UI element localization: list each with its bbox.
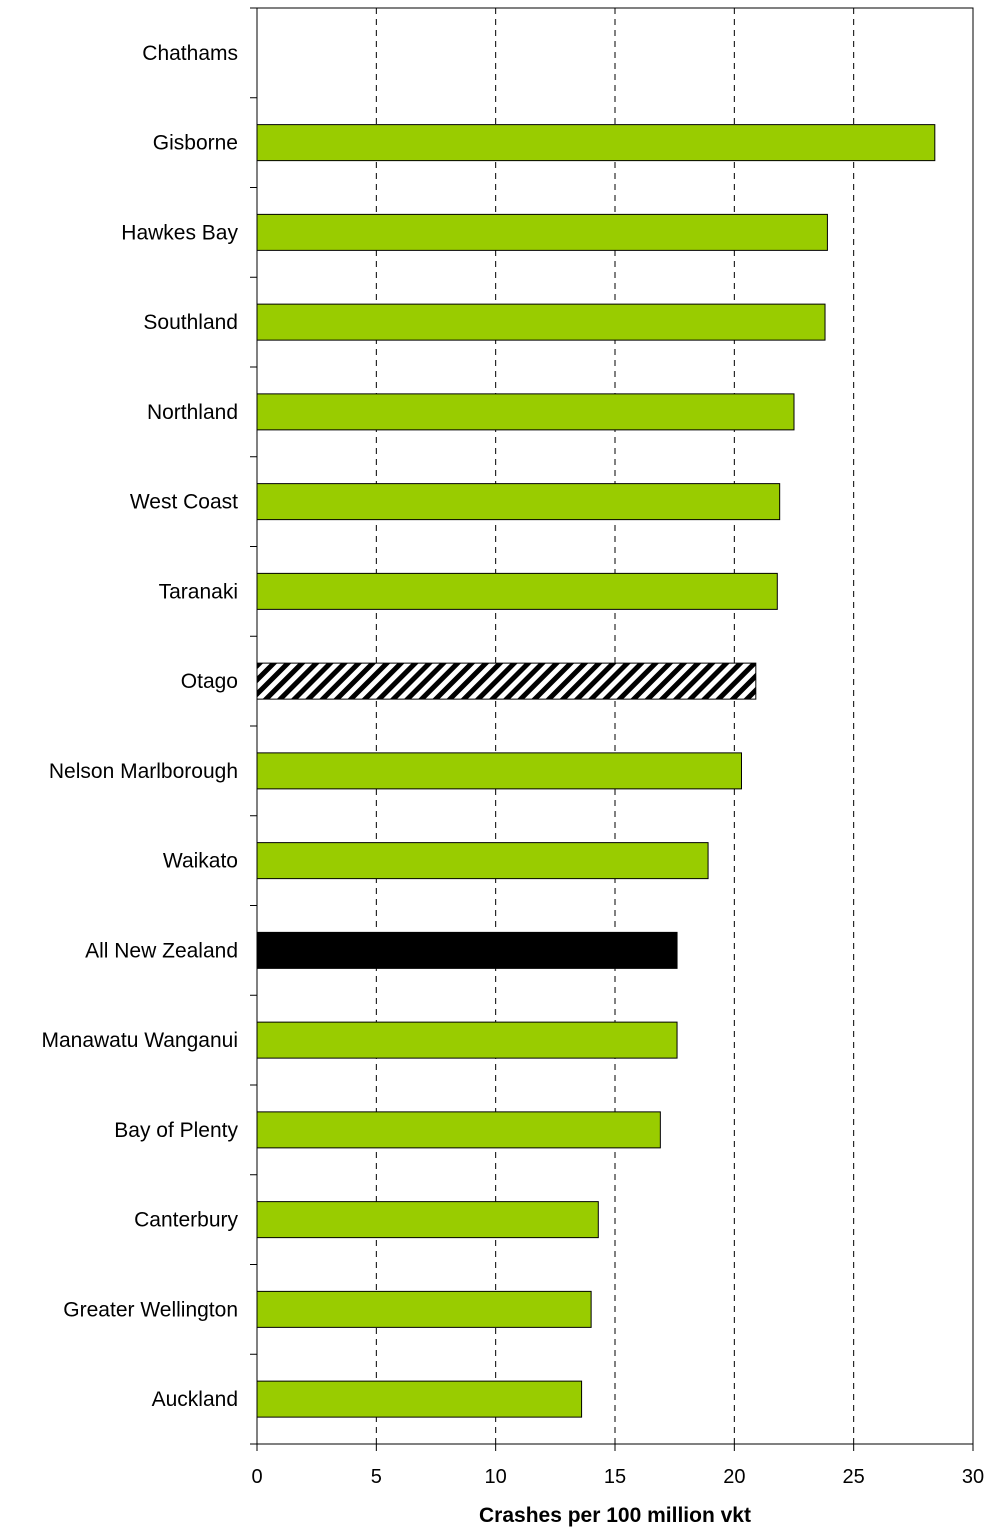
- category-labels: Chathams Gisborne Hawkes Bay Southland North…: [41, 42, 238, 1411]
- x-tick-label: 5: [371, 1466, 382, 1488]
- category-label: All New Zealand: [85, 939, 238, 962]
- bar: [256, 483, 781, 521]
- bar: [256, 213, 828, 251]
- x-tick-label: 20: [723, 1466, 745, 1488]
- category-label: Waikato: [163, 850, 238, 873]
- category-label: Manawatu Wanganui: [41, 1029, 238, 1052]
- x-tick-label: 0: [251, 1466, 262, 1488]
- x-tick-label: 25: [843, 1466, 865, 1488]
- bar: [256, 1111, 661, 1149]
- category-label: Taranaki: [159, 580, 238, 603]
- bars: [256, 124, 936, 1418]
- category-label: Bay of Plenty: [114, 1119, 238, 1142]
- bar: [256, 572, 778, 610]
- category-label: Hawkes Bay: [121, 221, 238, 244]
- bar: [256, 842, 709, 880]
- bar: [256, 393, 795, 431]
- bar: [256, 124, 936, 162]
- y-axis-ticks: [250, 7, 257, 1445]
- category-label: Southland: [143, 311, 238, 334]
- x-axis-ticks: 0 5 10 15 20 25 30: [251, 1444, 984, 1488]
- category-label: Otago: [181, 670, 238, 693]
- bar: [256, 931, 678, 969]
- gridlines: [375, 8, 855, 1444]
- bar: [256, 752, 742, 790]
- x-tick-label: 30: [962, 1466, 984, 1488]
- bar: [256, 1201, 599, 1239]
- category-label: Nelson Marlborough: [49, 760, 238, 783]
- bar: [256, 1290, 592, 1328]
- category-label: Canterbury: [134, 1209, 238, 1232]
- x-axis-title: Crashes per 100 million vkt: [479, 1504, 751, 1527]
- x-tick-label: 10: [485, 1466, 507, 1488]
- category-label: Chathams: [142, 42, 238, 65]
- category-label: Gisborne: [153, 132, 238, 155]
- bar: [256, 303, 826, 341]
- category-label: Northland: [147, 401, 238, 424]
- x-tick-label: 15: [604, 1466, 626, 1488]
- category-label: Greater Wellington: [63, 1298, 238, 1321]
- bar: [256, 1021, 678, 1059]
- category-label: Auckland: [152, 1388, 238, 1411]
- category-label: West Coast: [130, 491, 238, 514]
- bar: [256, 1380, 583, 1418]
- bar: [256, 662, 757, 700]
